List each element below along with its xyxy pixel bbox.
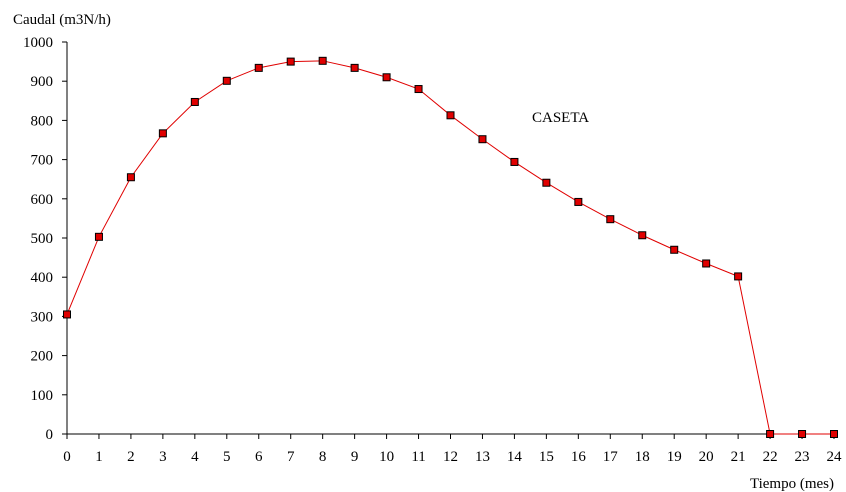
x-tick-label: 17 bbox=[603, 449, 619, 465]
x-tick-label: 9 bbox=[351, 449, 359, 465]
data-point bbox=[542, 178, 551, 187]
data-point bbox=[190, 97, 199, 106]
x-tick-label: 12 bbox=[443, 449, 458, 465]
data-point bbox=[830, 430, 838, 438]
axes bbox=[66, 42, 834, 435]
x-tick-label: 20 bbox=[699, 449, 714, 465]
data-point bbox=[670, 245, 679, 254]
y-tick-label: 0 bbox=[46, 427, 54, 443]
y-axis-title: Caudal (m3N/h) bbox=[13, 12, 111, 28]
x-tick-label: 11 bbox=[411, 449, 425, 465]
x-tick-label: 0 bbox=[63, 449, 71, 465]
data-point bbox=[734, 272, 743, 281]
y-tick-label: 800 bbox=[31, 113, 54, 129]
x-tick-label: 22 bbox=[763, 449, 778, 465]
data-point bbox=[574, 197, 583, 206]
data-point bbox=[94, 232, 103, 241]
y-tick-label: 700 bbox=[31, 153, 54, 169]
x-tick-label: 4 bbox=[191, 449, 199, 465]
x-ticks: 0 1 2 3 4 5 6 7 8 9 10 11 12 13 14 15 16 17 18 19 20 21 22 23 24 bbox=[63, 434, 842, 465]
data-point bbox=[606, 215, 615, 224]
x-tick-label: 5 bbox=[223, 449, 231, 465]
data-point bbox=[766, 430, 775, 438]
y-tick-label: 200 bbox=[31, 349, 54, 365]
x-tick-label: 6 bbox=[255, 449, 263, 465]
x-tick-label: 8 bbox=[319, 449, 327, 465]
y-tick-label: 900 bbox=[31, 74, 54, 90]
x-tick-label: 10 bbox=[379, 449, 394, 465]
y-tick-label: 600 bbox=[31, 192, 54, 208]
data-point bbox=[478, 135, 487, 144]
data-point bbox=[158, 129, 167, 138]
data-point bbox=[350, 63, 359, 72]
data-point bbox=[286, 57, 295, 66]
x-tick-label: 1 bbox=[95, 449, 103, 465]
data-point bbox=[318, 56, 327, 65]
data-point bbox=[414, 85, 423, 94]
x-tick-label: 16 bbox=[571, 449, 587, 465]
data-point bbox=[798, 430, 807, 438]
y-tick-label: 100 bbox=[31, 388, 54, 404]
x-tick-label: 21 bbox=[731, 449, 746, 465]
x-tick-label: 14 bbox=[507, 449, 523, 465]
data-point bbox=[382, 73, 391, 82]
y-tick-label: 400 bbox=[31, 270, 54, 286]
x-axis-title: Tiempo (mes) bbox=[750, 476, 834, 492]
y-tick-label: 300 bbox=[31, 309, 54, 325]
data-point bbox=[63, 310, 71, 319]
x-tick-label: 7 bbox=[287, 449, 295, 465]
x-tick-label: 24 bbox=[827, 449, 843, 465]
data-point bbox=[254, 63, 263, 72]
data-point bbox=[510, 157, 519, 166]
x-tick-label: 3 bbox=[159, 449, 167, 465]
data-point bbox=[702, 259, 711, 268]
x-tick-label: 2 bbox=[127, 449, 135, 465]
data-point bbox=[126, 173, 135, 182]
x-tick-label: 19 bbox=[667, 449, 682, 465]
plot-area bbox=[63, 56, 838, 438]
x-tick-label: 13 bbox=[475, 449, 490, 465]
y-ticks: 0 100 200 300 400 500 600 700 800 900 1000 bbox=[23, 35, 67, 443]
y-tick-label: 500 bbox=[31, 231, 54, 247]
series-annotation: CASETA bbox=[532, 110, 589, 126]
data-point bbox=[638, 231, 647, 240]
x-tick-label: 18 bbox=[635, 449, 650, 465]
data-point bbox=[222, 76, 231, 85]
data-point bbox=[446, 111, 455, 120]
x-tick-label: 23 bbox=[795, 449, 810, 465]
y-tick-label: 1000 bbox=[23, 35, 53, 51]
x-tick-label: 15 bbox=[539, 449, 554, 465]
